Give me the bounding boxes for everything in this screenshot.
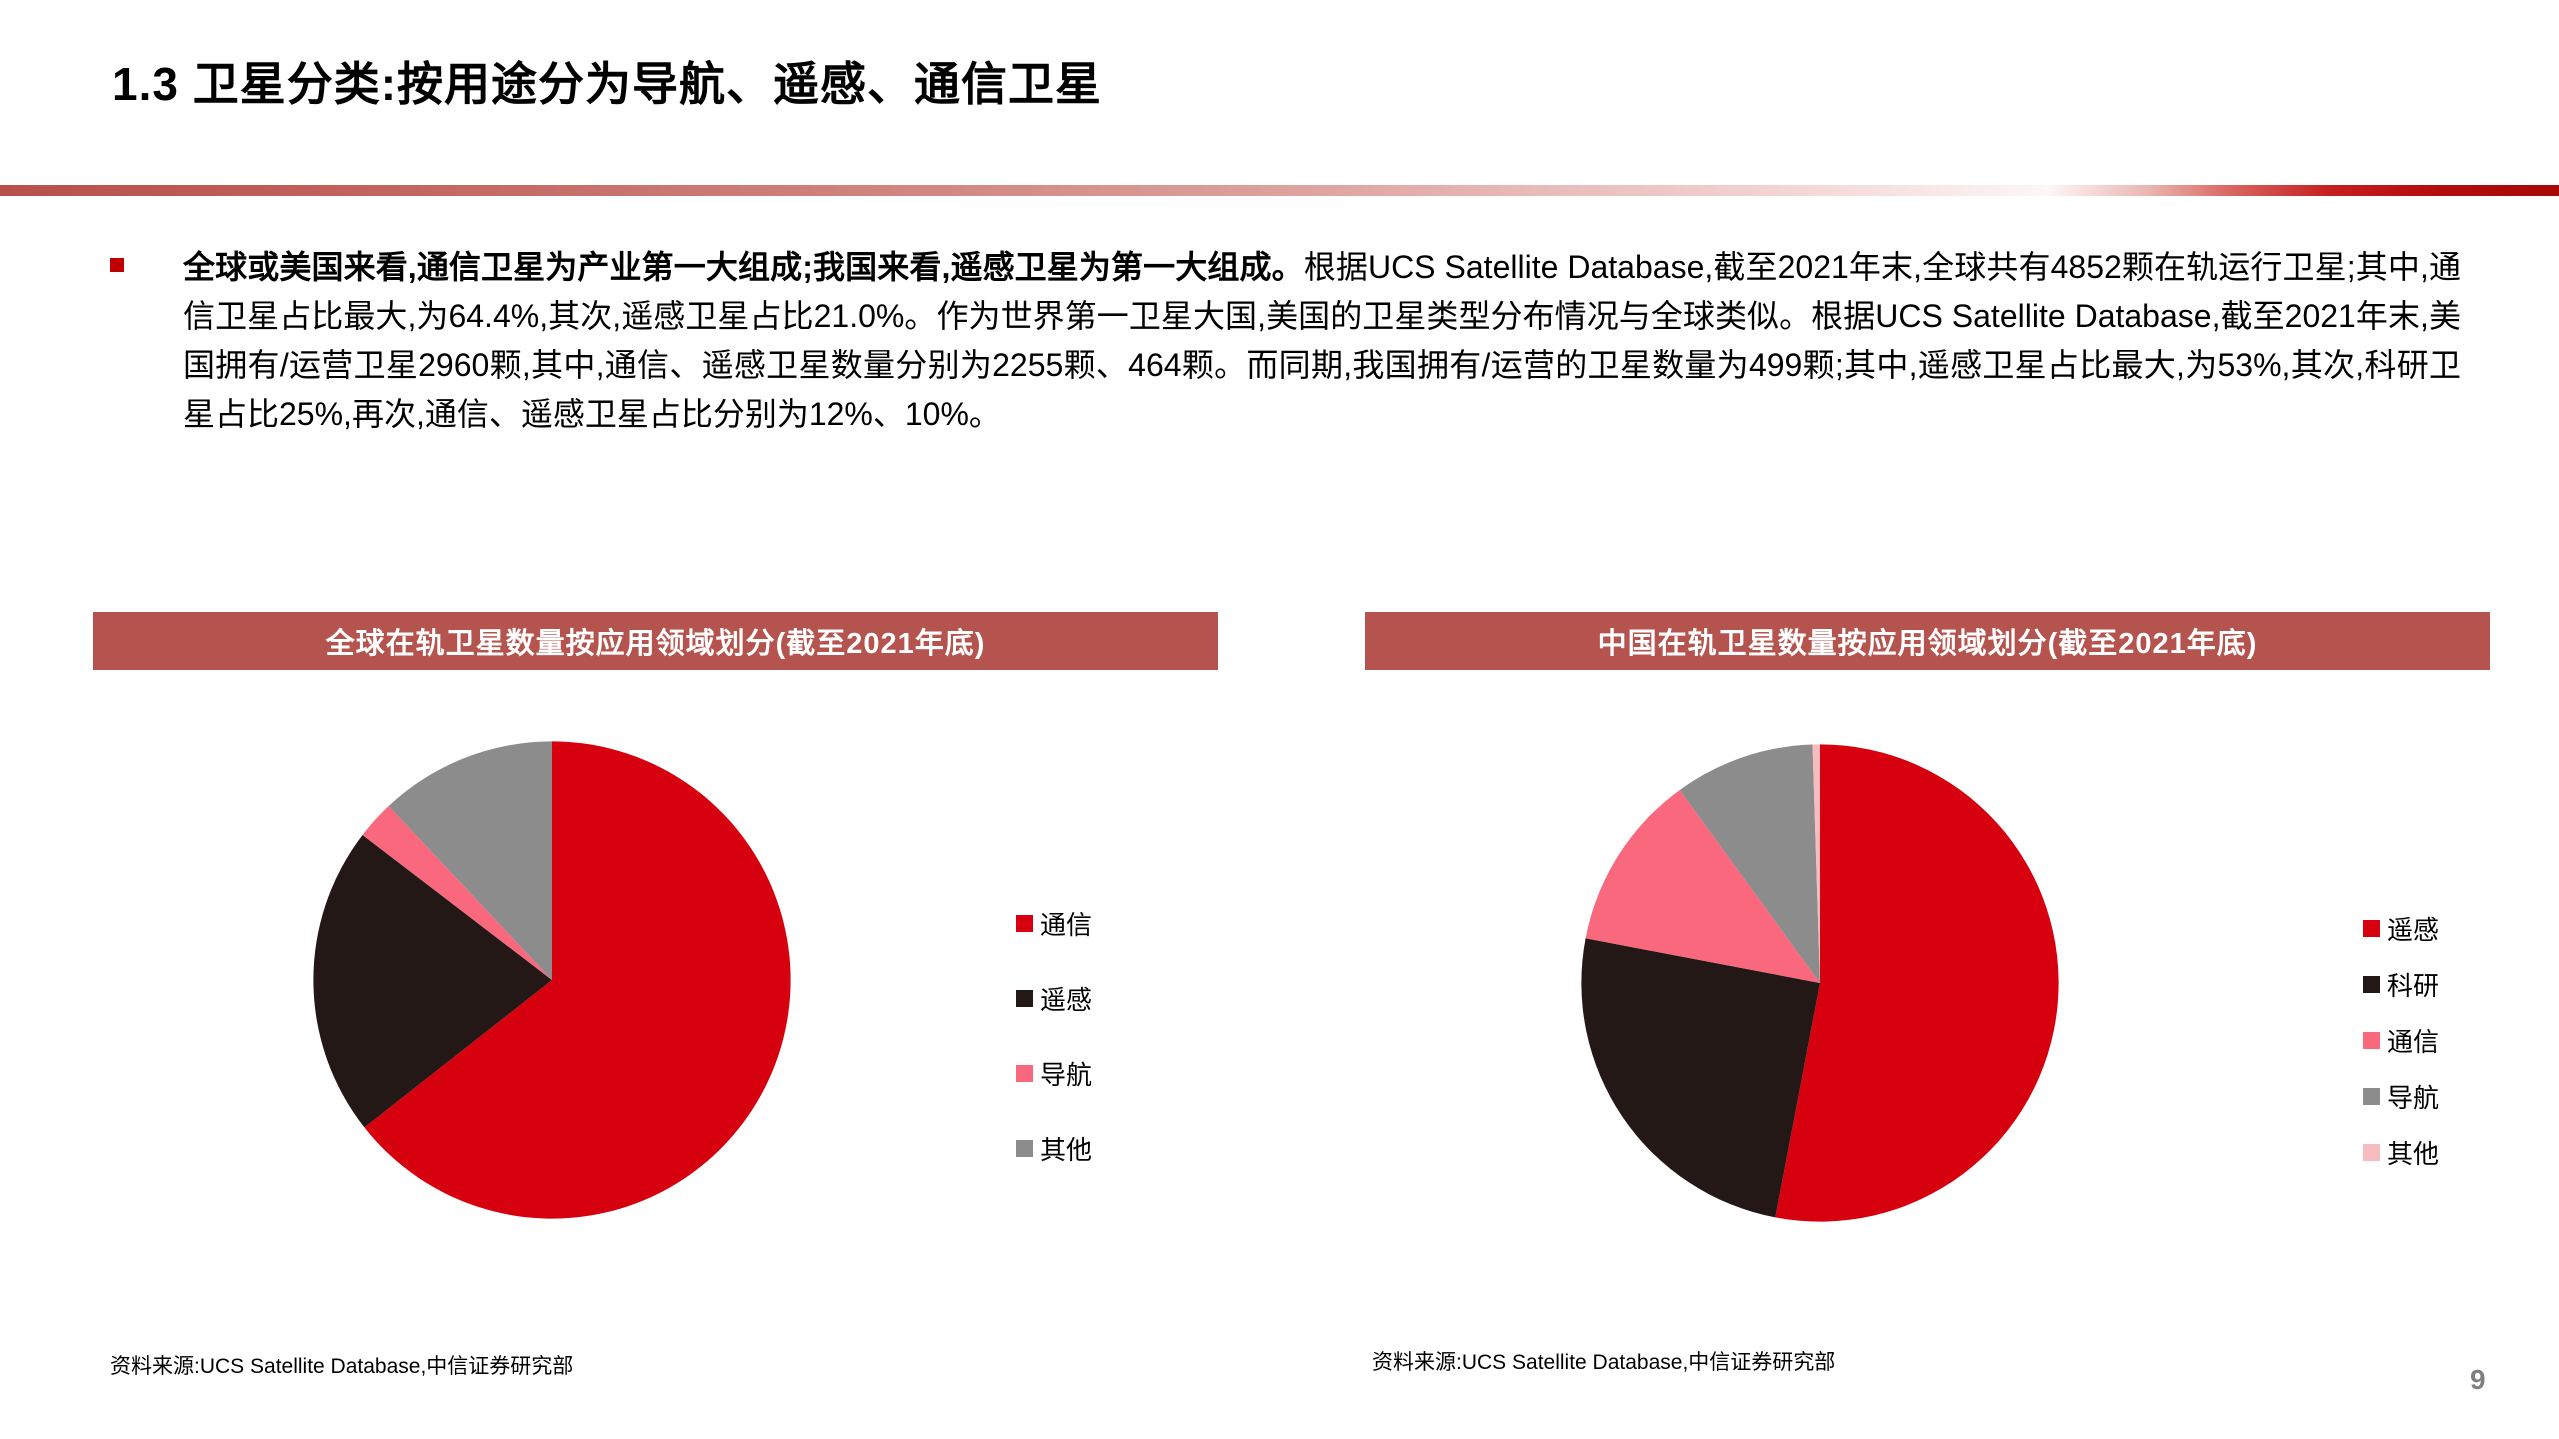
pie-slice <box>362 806 552 980</box>
chart-title-banner: 中国在轨卫星数量按应用领域划分(截至2021年底) <box>1365 612 2490 670</box>
chart-legend: 遥感科研通信导航其他 <box>2363 910 2439 1190</box>
legend-label: 遥感 <box>1040 985 1093 1015</box>
legend-item: 导航 <box>1016 1055 1092 1092</box>
legend-swatch <box>1016 990 1033 1007</box>
chart-title: 中国在轨卫星数量按应用领域划分(截至2021年底) <box>1597 628 2258 660</box>
legend-label: 科研 <box>2387 971 2440 1001</box>
legend-item: 其他 <box>1016 1130 1092 1167</box>
legend-swatch <box>2363 1088 2380 1105</box>
legend-item: 其他 <box>2363 1134 2439 1171</box>
legend-swatch <box>1016 915 1033 932</box>
legend-label: 其他 <box>2387 1139 2440 1169</box>
pie-slice <box>388 741 552 980</box>
legend-item: 遥感 <box>1016 980 1092 1017</box>
pie-slice <box>364 741 791 1219</box>
pie-chart <box>313 741 791 1219</box>
source-note: 资料来源:UCS Satellite Database,中信证券研究部 <box>1372 1351 1836 1374</box>
legend-swatch <box>2363 920 2380 937</box>
legend-swatch <box>1016 1140 1033 1157</box>
legend-label: 遥感 <box>2387 915 2440 945</box>
bullet-marker <box>110 258 124 272</box>
legend-label: 通信 <box>2387 1027 2440 1057</box>
chart-title-banner: 全球在轨卫星数量按应用领域划分(截至2021年底) <box>93 612 1218 670</box>
pie-slice <box>313 834 552 1128</box>
legend-item: 通信 <box>1016 905 1092 942</box>
chart-title: 全球在轨卫星数量按应用领域划分(截至2021年底) <box>325 628 986 660</box>
legend-swatch <box>2363 1032 2380 1049</box>
legend-item: 科研 <box>2363 966 2439 1003</box>
pie-chart <box>1581 744 2059 1222</box>
legend-swatch <box>2363 976 2380 993</box>
pie-slice <box>1775 744 2059 1222</box>
page-number: 9 <box>2470 1364 2486 1395</box>
legend-label: 导航 <box>1040 1060 1093 1090</box>
legend-item: 遥感 <box>2363 910 2439 947</box>
pie-slice <box>1812 744 1820 983</box>
pie-slice <box>1679 744 1820 983</box>
pie-slice <box>1585 789 1820 983</box>
legend-label: 其他 <box>1040 1135 1093 1165</box>
body-paragraph-lead: 全球或美国来看,通信卫星为产业第一大组成;我国来看,遥感卫星为第一大组成。 <box>183 249 1304 285</box>
legend-label: 通信 <box>1040 910 1093 940</box>
body-paragraph-rest: 根据UCS Satellite Database,截至2021年末,全球共有48… <box>183 249 2461 432</box>
body-paragraph: 全球或美国来看,通信卫星为产业第一大组成;我国来看,遥感卫星为第一大组成。根据U… <box>183 243 2461 439</box>
legend-item: 通信 <box>2363 1022 2439 1059</box>
source-note: 资料来源:UCS Satellite Database,中信证券研究部 <box>110 1355 574 1378</box>
legend-swatch <box>2363 1144 2380 1161</box>
legend-item: 导航 <box>2363 1078 2439 1115</box>
legend-swatch <box>1016 1065 1033 1082</box>
title-divider <box>0 185 2559 196</box>
pie-slice <box>1581 938 1820 1218</box>
page-title: 1.3 卫星分类:按用途分为导航、遥感、通信卫星 <box>112 58 1103 110</box>
chart-legend: 通信 遥感 导航 其他 <box>1016 905 1092 1205</box>
legend-label: 导航 <box>2387 1083 2440 1113</box>
